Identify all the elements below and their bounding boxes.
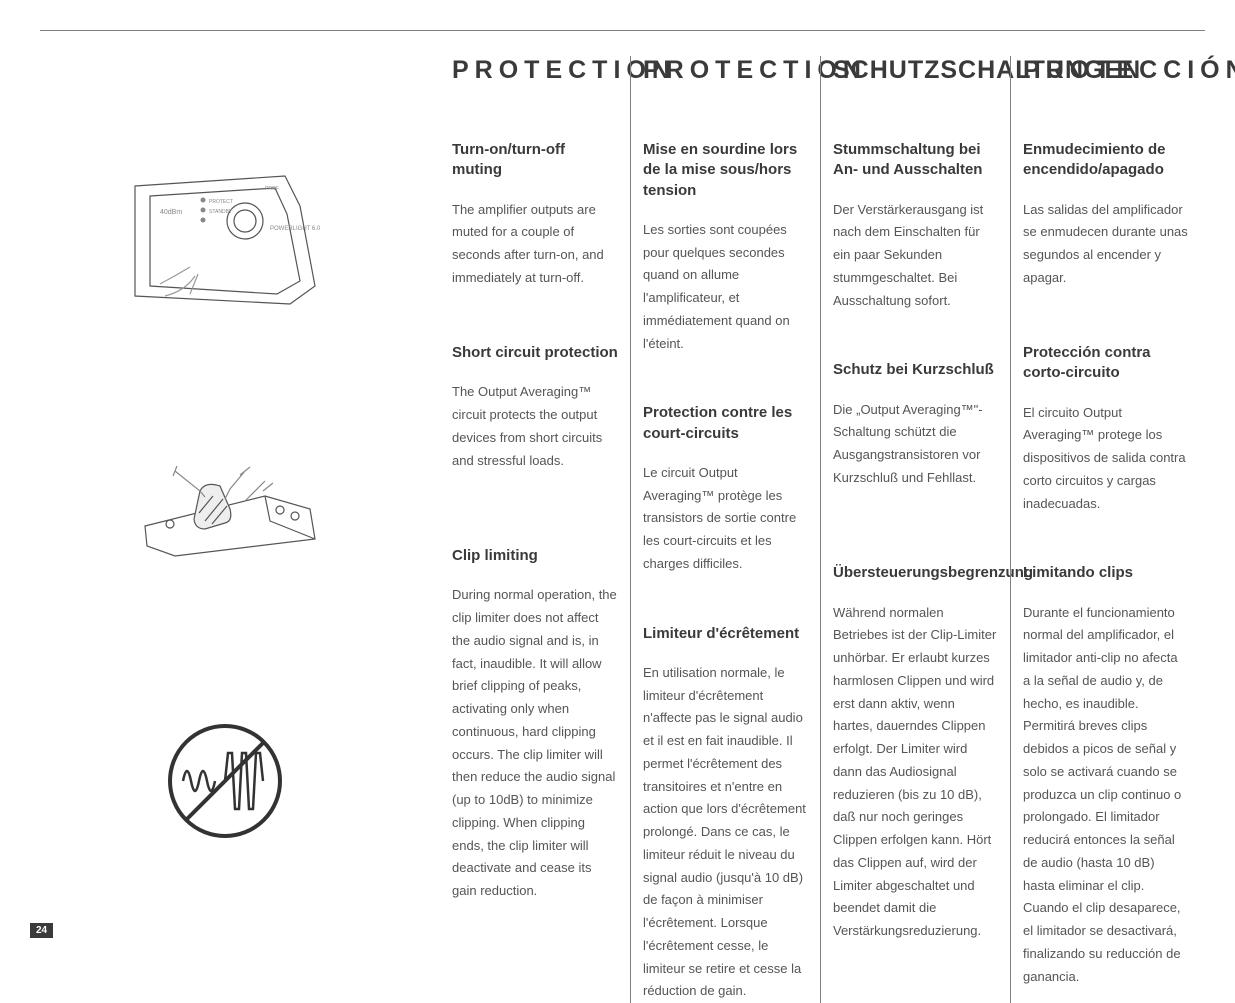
short-heading-de: Schutz bei Kurzschluß xyxy=(833,360,998,380)
clip-body-fr: En utilisation normale, le limiteur d'éc… xyxy=(643,662,808,1003)
short-body-es: El circuito Output Averaging™ protege lo… xyxy=(1023,402,1188,516)
muting-heading-de: Stummschaltung bei An- und Ausschalten xyxy=(833,140,998,181)
svg-text:STANDBY: STANDBY xyxy=(209,209,233,215)
heading-fr: PROTECTION xyxy=(643,56,808,85)
section-short-es: Protección contra corto-circuito El circ… xyxy=(1023,343,1188,515)
svg-text:PROTECT: PROTECT xyxy=(209,199,233,205)
section-short-de: Schutz bei Kurzschluß Die „Output Averag… xyxy=(833,360,998,515)
no-clip-illustration xyxy=(105,706,345,856)
short-body-en: The Output Averaging™ circuit protects t… xyxy=(452,381,618,472)
clip-body-de: Während normalen Betriebes ist der Clip-… xyxy=(833,602,998,943)
svg-text:PROF: PROF xyxy=(265,186,279,192)
short-heading-en: Short circuit protection xyxy=(452,343,618,363)
illustrations-column: 40dBm PROTECT STANDBY POWERLIGHT 6.0 PRO… xyxy=(40,56,440,1003)
section-clip-es: Limitando clips Durante el funcionamient… xyxy=(1023,563,1188,988)
muting-heading-en: Turn-on/turn-off muting xyxy=(452,140,618,181)
power-button-illustration: 40dBm PROTECT STANDBY POWERLIGHT 6.0 PRO… xyxy=(105,166,345,316)
clip-heading-es: Limitando clips xyxy=(1023,563,1188,583)
column-en: PROTECTION Turn-on/turn-off muting The a… xyxy=(440,56,630,1003)
clip-heading-de: Übersteuerungsbegrenzung xyxy=(833,563,998,583)
section-muting-es: Enmudecimiento de encendido/apagado Las … xyxy=(1023,140,1188,295)
page-grid: 40dBm PROTECT STANDBY POWERLIGHT 6.0 PRO… xyxy=(40,56,1205,1003)
muting-heading-fr: Mise en sourdine lors de la mise sous/ho… xyxy=(643,140,808,201)
short-heading-fr: Protection contre les court-circuits xyxy=(643,403,808,444)
svg-text:40dBm: 40dBm xyxy=(160,209,182,216)
muting-body-es: Las salidas del amplificador se enmudece… xyxy=(1023,199,1188,290)
column-es: PROTECCIÓN Enmudecimiento de encendido/a… xyxy=(1010,56,1200,1003)
section-muting-fr: Mise en sourdine lors de la mise sous/ho… xyxy=(643,140,808,355)
clip-body-en: During normal operation, the clip limite… xyxy=(452,584,618,903)
top-rule xyxy=(40,30,1205,31)
column-de: SCHUTZSCHALTUNGEN Stummschaltung bei An-… xyxy=(820,56,1010,1003)
section-muting-de: Stummschaltung bei An- und Ausschalten D… xyxy=(833,140,998,312)
heading-en: PROTECTION xyxy=(452,56,618,85)
short-body-de: Die „Output Averaging™"-Schaltung schütz… xyxy=(833,399,998,490)
short-heading-es: Protección contra corto-circuito xyxy=(1023,343,1188,384)
short-circuit-illustration xyxy=(105,436,345,586)
short-body-fr: Le circuit Output Averaging™ protège les… xyxy=(643,462,808,576)
clip-heading-fr: Limiteur d'écrêtement xyxy=(643,624,808,644)
muting-body-fr: Les sorties sont coupées pour quelques s… xyxy=(643,219,808,356)
page-number: 24 xyxy=(30,923,53,938)
svg-text:POWERLIGHT 6.0: POWERLIGHT 6.0 xyxy=(270,226,321,232)
clip-heading-en: Clip limiting xyxy=(452,546,618,566)
section-clip-en: Clip limiting During normal operation, t… xyxy=(452,546,618,903)
heading-de: SCHUTZSCHALTUNGEN xyxy=(833,56,998,85)
clip-body-es: Durante el funcionamiento normal del amp… xyxy=(1023,602,1188,989)
heading-es: PROTECCIÓN xyxy=(1023,56,1188,85)
section-clip-fr: Limiteur d'écrêtement En utilisation nor… xyxy=(643,624,808,1003)
muting-body-en: The amplifier outputs are muted for a co… xyxy=(452,199,618,290)
section-muting-en: Turn-on/turn-off muting The amplifier ou… xyxy=(452,140,618,295)
muting-heading-es: Enmudecimiento de encendido/apagado xyxy=(1023,140,1188,181)
section-clip-de: Übersteuerungsbegrenzung Während normale… xyxy=(833,563,998,943)
section-short-fr: Protection contre les court-circuits Le … xyxy=(643,403,808,575)
muting-body-de: Der Verstärkerausgang ist nach dem Einsc… xyxy=(833,199,998,313)
column-fr: PROTECTION Mise en sourdine lors de la m… xyxy=(630,56,820,1003)
section-short-en: Short circuit protection The Output Aver… xyxy=(452,343,618,498)
